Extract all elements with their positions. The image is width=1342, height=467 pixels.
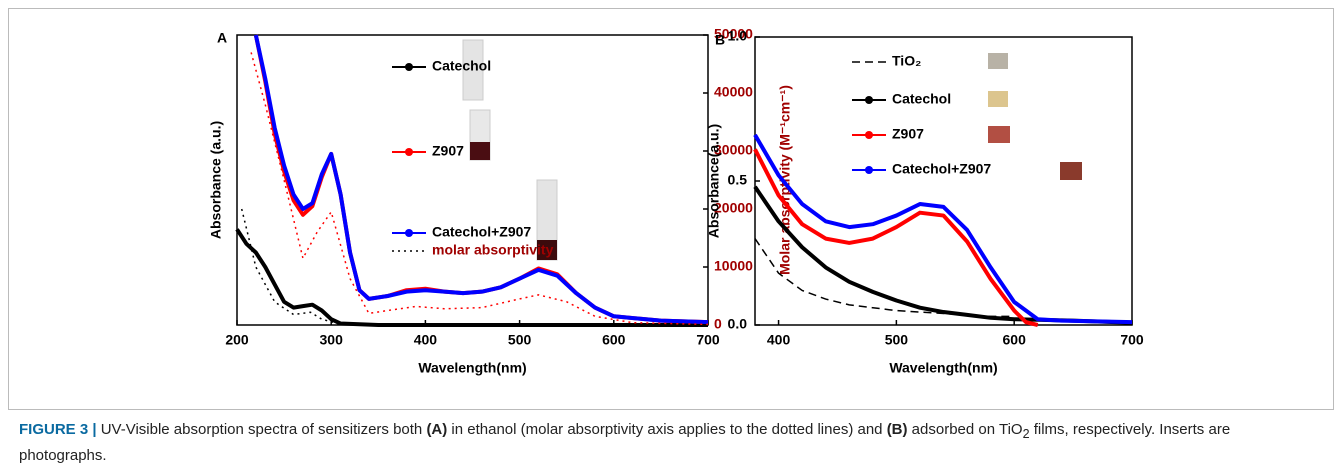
photo-inset — [988, 91, 1008, 107]
legend-marker — [405, 148, 413, 156]
y-tick-label: 1.0 — [728, 28, 748, 44]
legend-marker — [865, 96, 873, 104]
legend-label: Catechol — [892, 91, 951, 107]
data-line — [253, 34, 709, 325]
photo-inset — [988, 126, 1010, 143]
caption-label: FIGURE 3 | — [19, 421, 97, 438]
y2-tick-label: 0 — [714, 316, 722, 332]
photo-inset — [1060, 162, 1082, 180]
y-axis-label: Absorbance (a.u.) — [208, 121, 224, 239]
legend-label: Z907 — [892, 126, 924, 142]
y-axis-label: Absorbance(a.u.) — [706, 124, 722, 238]
legend-label: Catechol — [432, 58, 491, 74]
x-tick-label: 700 — [1120, 332, 1144, 348]
caption-text: in ethanol (molar absorptivity axis appl… — [447, 421, 887, 438]
y2-tick-label: 50000 — [714, 26, 753, 42]
legend-marker — [865, 166, 873, 174]
legend-label: TiO₂ — [892, 53, 921, 69]
photo-inset — [462, 39, 484, 101]
data-line — [753, 185, 1133, 325]
photo-inset — [537, 240, 557, 260]
data-line — [753, 148, 1039, 327]
x-axis-label: Wavelength(nm) — [889, 360, 997, 376]
x-tick-label: 700 — [696, 332, 720, 348]
y-tick-label: 0.0 — [728, 316, 748, 332]
y2-tick-label: 20000 — [714, 200, 753, 216]
panel-label: B — [715, 32, 725, 48]
photo-inset — [988, 53, 1008, 69]
legend-marker — [405, 229, 413, 237]
caption-text: (A) — [426, 421, 448, 438]
caption-text: UV-Visible absorption spectra of sensiti… — [96, 421, 427, 438]
x-tick-label: 400 — [414, 332, 438, 348]
legend-marker — [405, 63, 413, 71]
x-tick-label: 600 — [1003, 332, 1027, 348]
x-tick-label: 500 — [508, 332, 532, 348]
x-tick-label: 200 — [225, 332, 249, 348]
caption-text: 2 — [1022, 427, 1030, 441]
x-tick-label: 600 — [602, 332, 626, 348]
figure-frame — [8, 8, 1334, 410]
x-tick-label: 300 — [320, 332, 344, 348]
data-line — [753, 133, 1133, 325]
data-line — [250, 52, 709, 326]
legend-label: Catechol+Z907 — [892, 161, 991, 177]
x-tick-label: 500 — [885, 332, 909, 348]
data-line — [240, 208, 708, 326]
x-axis-label: Wavelength(nm) — [418, 360, 526, 376]
legend-label: molar absorptivity — [432, 242, 554, 258]
caption-text: films, respectively. Inserts are photogr… — [19, 421, 1231, 464]
photo-inset — [470, 142, 490, 160]
legend-marker — [865, 131, 873, 139]
x-tick-label: 400 — [767, 332, 791, 348]
data-line — [235, 228, 708, 327]
plot-frame — [754, 36, 1133, 326]
y2-tick-label: 10000 — [714, 258, 753, 274]
data-line — [754, 238, 1015, 318]
caption: FIGURE 3 | UV-Visible absorption spectra… — [19, 419, 1319, 466]
y2-tick-label: 40000 — [714, 84, 753, 100]
panel-label: A — [217, 30, 227, 46]
caption-text: adsorbed on TiO — [907, 421, 1023, 438]
legend-label: Z907 — [432, 143, 464, 159]
y2-tick-label: 30000 — [714, 142, 753, 158]
y-tick-label: 0.5 — [728, 172, 748, 188]
caption-text: (B) — [886, 421, 908, 438]
legend-label: Catechol+Z907 — [432, 224, 531, 240]
